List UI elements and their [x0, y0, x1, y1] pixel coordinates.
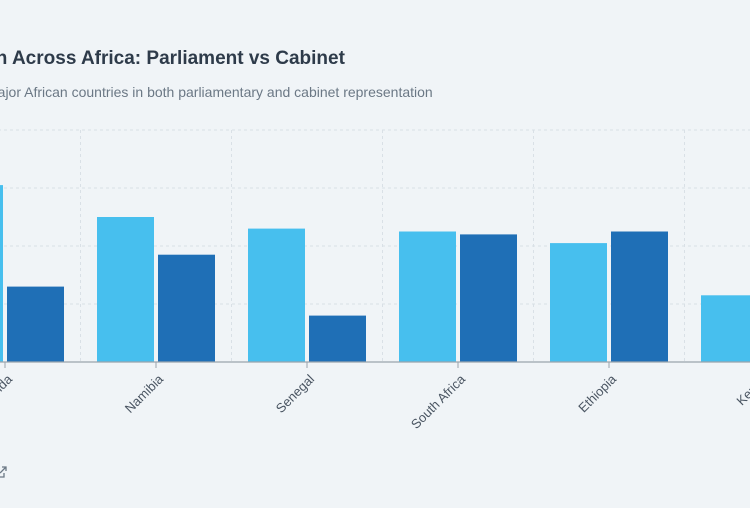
bar-cabinet-ethiopia[interactable]	[611, 231, 668, 363]
bar-parliament-namibia[interactable]	[97, 217, 154, 362]
bar-cabinet-south-africa[interactable]	[460, 234, 517, 362]
x-tick-label: Namibia	[122, 371, 167, 416]
bars	[0, 185, 750, 362]
x-tick-label: Kenya	[733, 371, 750, 408]
bar-parliament-kenya[interactable]	[701, 295, 750, 362]
chart-title: ation Across Africa: Parliament vs Cabin…	[0, 48, 345, 69]
x-tick-labels: Rwanda Namibia Senegal South Africa Ethiopia…	[0, 371, 750, 432]
bar-parliament-ethiopia[interactable]	[550, 243, 607, 362]
bar-cabinet-senegal[interactable]	[309, 315, 366, 362]
bar-parliament-south-africa[interactable]	[399, 231, 456, 363]
x-tick-label: Ethiopia	[575, 371, 619, 415]
external-link-icon[interactable]	[0, 465, 8, 479]
x-axis	[0, 361, 750, 368]
chart-subtitle: major African countries in both parliame…	[0, 84, 433, 100]
x-tick-label: Senegal	[273, 371, 317, 415]
x-tick-label: South Africa	[408, 371, 469, 432]
bar-cabinet-namibia[interactable]	[158, 254, 215, 362]
x-tick-label: Rwanda	[0, 371, 16, 416]
bar-parliament-senegal[interactable]	[248, 228, 305, 362]
bar-parliament-rwanda[interactable]	[0, 185, 3, 362]
gridlines	[0, 129, 750, 362]
bar-cabinet-rwanda[interactable]	[7, 286, 64, 362]
